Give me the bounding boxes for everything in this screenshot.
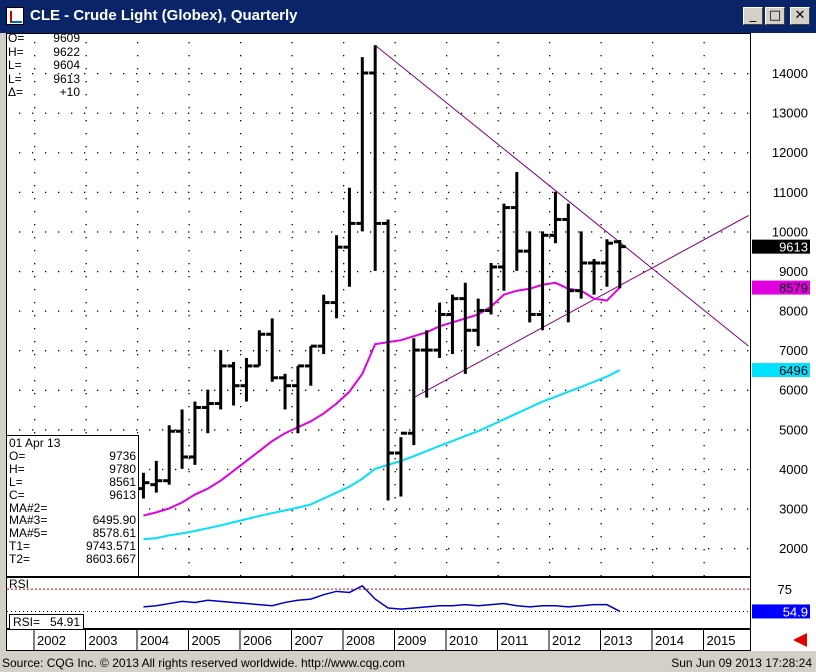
ohlc-value: 9609 [53,31,80,45]
rsi-panel[interactable] [6,577,751,629]
scroll-left-arrow-icon[interactable] [793,633,807,647]
databox-value: 9736 [109,448,136,463]
databox-key: O= [9,448,26,463]
ohlc-row: L= 9613 [8,71,80,87]
databox-row: T2= 8603.667 [9,553,136,566]
databox-key: MA#5= [9,526,48,541]
databox-row: T1= 9743.571 [9,540,136,553]
databox-row: C= 9613 [9,487,136,502]
databox-date: 01 Apr 13 [9,436,61,450]
ohlc-key: Δ= [8,85,24,99]
price-axis[interactable] [751,33,816,651]
databox-value: 8561 [109,474,136,489]
timestamp-text: Sun Jun 09 2013 17:28:24 [671,656,812,670]
rsi-label: RSI [9,577,30,591]
databox-row: MA#2= [9,500,136,515]
databox-row: H= 9780 [9,461,136,476]
rsi-value-box: RSI= 54.91 [9,614,84,630]
data-box: 01 Apr 13 O= 9736 H= 9780 L= 8561 C= 9613 MA#2= M… [6,435,139,577]
ohlc-key: L= [8,71,22,86]
databox-value: 6495.90 [92,513,136,528]
ohlc-value: 9613 [53,71,80,86]
rsi-value: 54.91 [49,615,80,629]
ohlc-readout: O= 9609 H= 9622 L= 9604 L= 9613 Δ= +10 [8,31,80,100]
ohlc-value: +10 [59,85,80,99]
source-text: Source: CQG Inc. © 2013 All rights reser… [2,656,406,670]
databox-value: 9743.571 [85,539,136,554]
databox-value: 9613 [109,487,136,502]
databox-key: C= [9,487,25,502]
databox-key: T1= [9,539,31,554]
databox-key: MA#2= [9,500,48,515]
ohlc-key: O= [8,31,25,45]
ohlc-key: L= [8,58,22,72]
databox-value: 9780 [109,461,136,476]
databox-row: O= 9736 [9,450,136,463]
databox-key: MA#3= [9,513,48,528]
app-icon [6,7,24,25]
databox-row: L= 8561 [9,474,136,489]
ohlc-row: Δ= +10 [8,85,80,100]
databox-row: MA#5= 8578.61 [9,527,136,540]
date-axis [6,629,751,651]
window-title: CLE - Crude Light (Globex), Quarterly [30,7,298,24]
rsi-value-label: RSI= [13,615,41,629]
ohlc-key: H= [8,44,24,59]
ohlc-row: H= 9622 [8,44,80,60]
databox-value: 8578.61 [92,526,136,541]
ohlc-row: O= 9609 [8,31,80,46]
ohlc-value: 9604 [53,58,80,72]
databox-value: 8603.667 [85,552,136,567]
databox-key: T2= [9,552,31,567]
close-button[interactable]: ✕ [790,7,810,25]
databox-row: MA#3= 6495.90 [9,514,136,527]
ohlc-row: L= 9604 [8,58,80,73]
maximize-button[interactable]: □ [765,7,785,25]
status-footer: Source: CQG Inc. © 2013 All rights reser… [0,653,816,672]
databox-key: H= [9,461,25,476]
ohlc-value: 9622 [53,44,80,59]
title-bar: CLE - Crude Light (Globex), Quarterly _ … [0,0,816,33]
databox-key: L= [9,474,23,489]
minimize-button[interactable]: _ [743,7,763,25]
